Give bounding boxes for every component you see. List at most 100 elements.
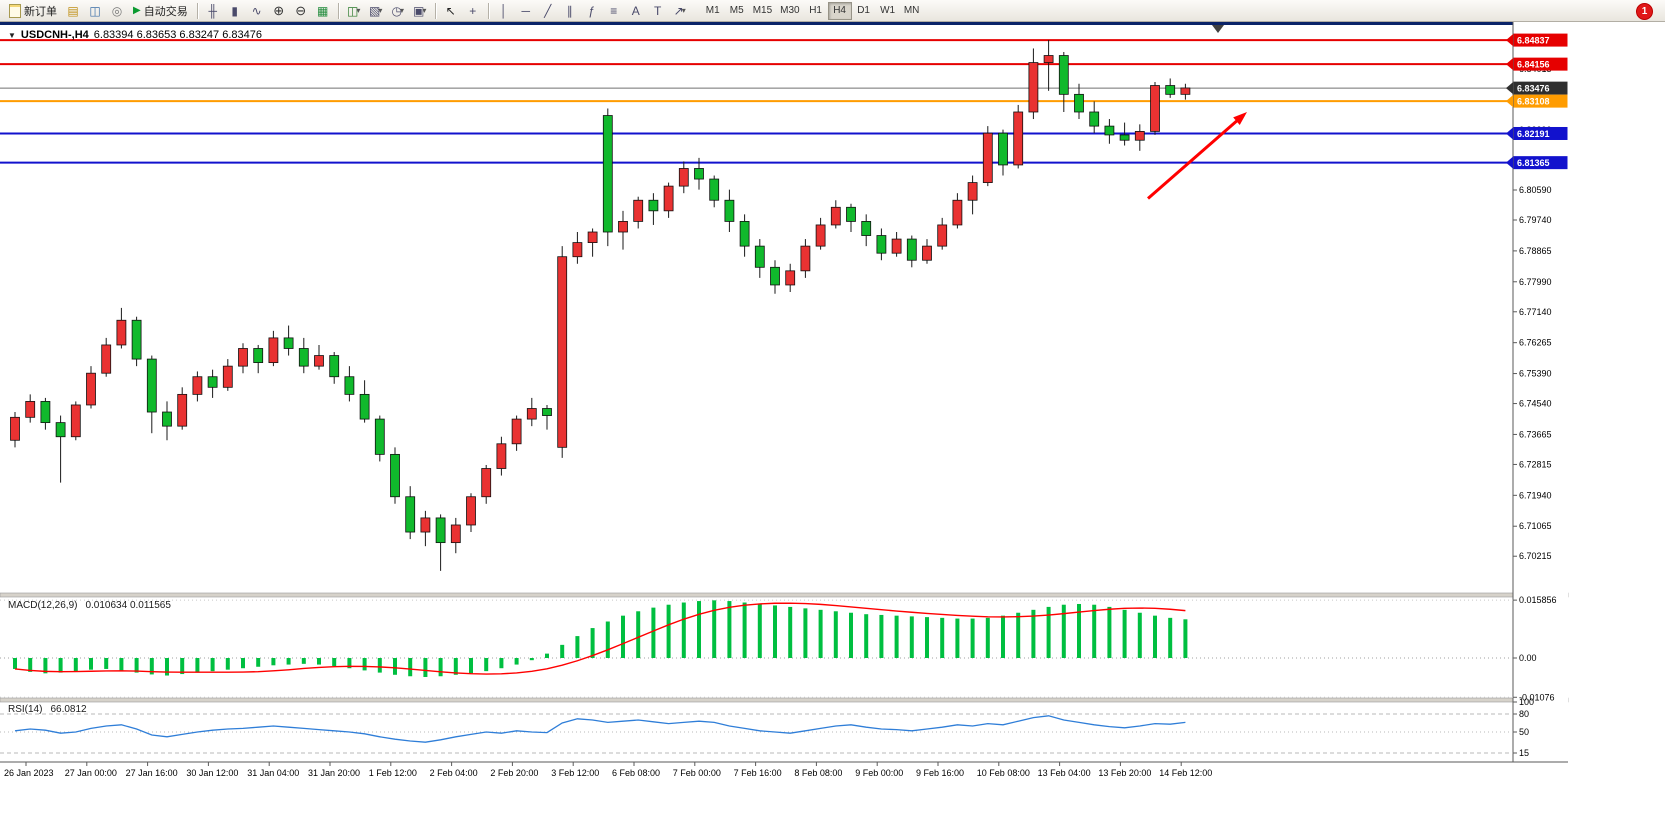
- macd-histogram-bar: [1092, 604, 1097, 658]
- zoom-in-icon[interactable]: ⊕: [273, 2, 285, 18]
- price-tag: [1513, 156, 1568, 170]
- shapes-icon[interactable]: ↗ ▾: [673, 3, 686, 18]
- tile-windows-icon[interactable]: ▦: [317, 3, 329, 18]
- data-window-icon[interactable]: ◫: [89, 3, 101, 18]
- line-chart-icon[interactable]: ∿: [251, 3, 262, 18]
- timeframe-button-m5[interactable]: M5: [725, 2, 749, 20]
- timeframe-button-h4[interactable]: H4: [827, 1, 852, 20]
- timeframe-button-m30[interactable]: M30: [776, 2, 803, 20]
- macd-histogram-bar: [241, 658, 245, 669]
- period-clock-icon[interactable]: ◷ ▾: [391, 3, 404, 18]
- timeframe-button-mn[interactable]: MN: [900, 2, 924, 20]
- notification-badge[interactable]: 1: [1636, 3, 1653, 20]
- panel-separator[interactable]: [0, 697, 1569, 703]
- macd-histogram-bar: [469, 658, 473, 674]
- candle: [922, 245, 932, 261]
- price-tag: [1513, 57, 1568, 71]
- toolbar-separator: [487, 2, 489, 19]
- macd-histogram-bar: [1137, 612, 1142, 658]
- time-axis-label: 14 Feb 12:00: [1159, 768, 1212, 778]
- trendline-icon[interactable]: ╱: [544, 3, 552, 18]
- rsi-label: RSI(14) 66.0812: [8, 704, 87, 715]
- timeframe-button-w1[interactable]: W1: [876, 2, 900, 20]
- macd-histogram-bar: [377, 658, 382, 673]
- market-watch-icon[interactable]: ▤: [67, 3, 79, 18]
- macd-histogram-bar: [271, 658, 276, 666]
- candle: [1013, 111, 1024, 166]
- time-axis-label: 9 Feb 00:00: [855, 768, 903, 778]
- macd-histogram-bar: [210, 658, 215, 672]
- new-order-button[interactable]: 新订单: [4, 1, 62, 20]
- rsi-value: 66.0812: [50, 704, 87, 715]
- price-axis-label: 6.75390: [1519, 369, 1552, 379]
- price-axis-label: 6.80590: [1519, 185, 1552, 195]
- candle: [25, 401, 36, 418]
- candle: [450, 524, 461, 544]
- chart-menu-icon[interactable]: ▼: [8, 30, 16, 40]
- text-label-icon[interactable]: T: [654, 3, 662, 18]
- candle: [70, 404, 81, 438]
- crosshair-icon[interactable]: +: [469, 3, 477, 18]
- macd-axis-label: 0.015856: [1519, 595, 1557, 605]
- candle: [1104, 125, 1115, 136]
- candle: [268, 337, 279, 364]
- price-scale[interactable]: [1513, 22, 1568, 762]
- price-tag: [1513, 33, 1568, 47]
- trend-arrow-head[interactable]: [1233, 111, 1247, 125]
- price-tag-label: 6.83108: [1517, 97, 1550, 107]
- vertical-line-icon[interactable]: │: [499, 3, 508, 18]
- candle: [192, 376, 203, 395]
- fibonacci-icon[interactable]: ƒ: [588, 3, 596, 18]
- autotrading-button[interactable]: ▶ 自动交易: [128, 1, 193, 20]
- channel-icon[interactable]: ∥: [566, 3, 573, 18]
- macd-histogram-bar: [180, 658, 185, 675]
- timeframe-button-m1[interactable]: M1: [701, 2, 725, 20]
- candle: [10, 416, 20, 441]
- new-chart-icon[interactable]: ◫ ▾: [347, 3, 361, 18]
- horizontal-line-icon[interactable]: ─: [521, 3, 530, 18]
- time-axis[interactable]: [0, 762, 1568, 782]
- price-axis-label: 6.71940: [1519, 490, 1552, 500]
- zoom-out-icon[interactable]: ⊖: [295, 2, 307, 18]
- macd-histogram-bar: [1107, 606, 1112, 658]
- candlestick-chart-icon[interactable]: ▮: [231, 3, 238, 18]
- macd-histogram-bar: [833, 611, 838, 658]
- candle: [1043, 55, 1054, 63]
- candle: [329, 355, 340, 378]
- candle: [557, 256, 568, 448]
- timeframe-button-m15[interactable]: M15: [749, 2, 776, 20]
- template-icon[interactable]: ▣ ▾: [413, 3, 427, 18]
- navigator-icon[interactable]: ◎: [111, 3, 123, 18]
- candle: [420, 517, 431, 533]
- macd-histogram-bar: [1061, 604, 1066, 658]
- candle: [40, 401, 51, 424]
- profiles-icon[interactable]: ▧ ▾: [369, 3, 383, 18]
- time-axis-label: 27 Jan 16:00: [126, 768, 178, 778]
- bar-chart-icon[interactable]: ╫: [208, 3, 217, 18]
- macd-histogram-bar: [256, 658, 261, 667]
- candle: [937, 224, 948, 247]
- macd-histogram-bar: [955, 618, 960, 658]
- timeframe-button-d1[interactable]: D1: [852, 2, 876, 20]
- panel-separator[interactable]: [0, 592, 1569, 598]
- cursor-icon[interactable]: ↖: [445, 3, 456, 18]
- text-icon[interactable]: A: [631, 3, 640, 18]
- candle: [876, 235, 887, 254]
- levels-icon[interactable]: ≡: [610, 3, 618, 18]
- time-axis-label: 13 Feb 04:00: [1038, 768, 1091, 778]
- macd-histogram-bar: [332, 658, 337, 667]
- timeframe-button-h1[interactable]: H1: [804, 2, 828, 20]
- macd-histogram-bar: [940, 617, 945, 658]
- macd-panel[interactable]: [0, 597, 1568, 698]
- macd-histogram-bar: [1001, 615, 1005, 658]
- trend-arrow[interactable]: [1147, 116, 1242, 200]
- candle: [633, 199, 644, 222]
- time-axis-label: 6 Feb 08:00: [612, 768, 660, 778]
- chart-shift-marker[interactable]: [1212, 25, 1224, 33]
- macd-histogram-bar: [666, 604, 671, 658]
- candle: [754, 245, 765, 268]
- candle: [952, 199, 963, 226]
- macd-histogram-bar: [970, 618, 975, 658]
- main-chart-panel[interactable]: [0, 22, 1568, 593]
